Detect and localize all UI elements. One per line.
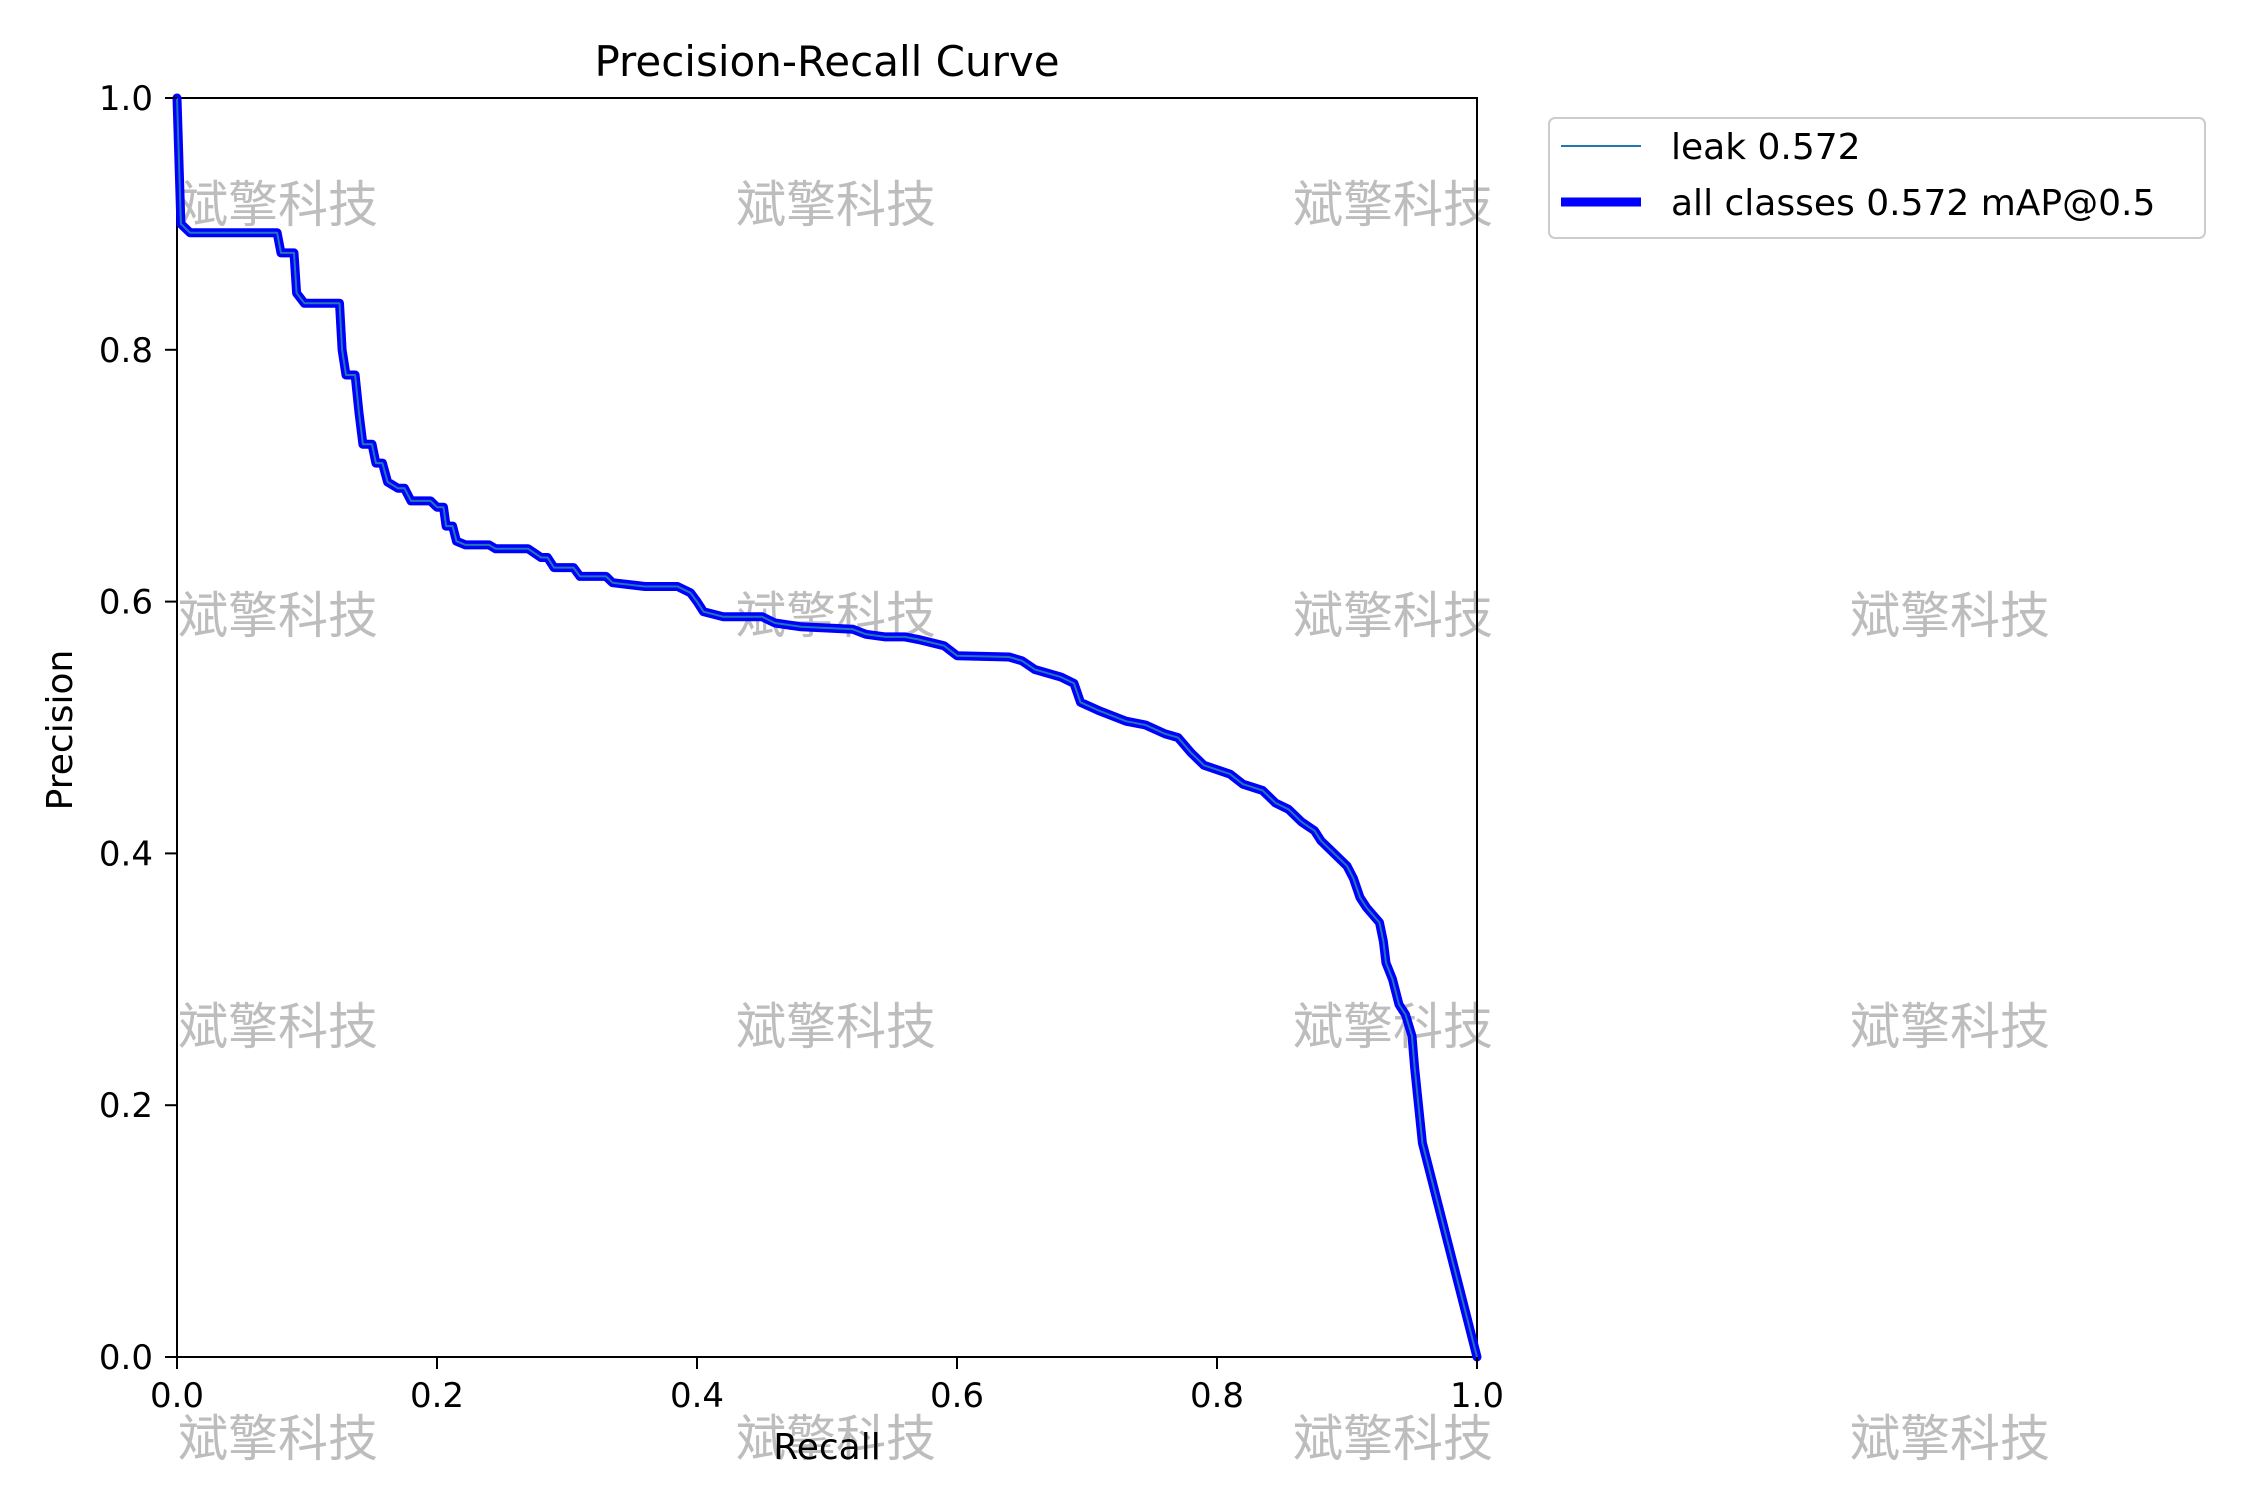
- x-tick-label: 0.6: [930, 1376, 984, 1416]
- x-tick-label: 1.0: [1450, 1376, 1504, 1416]
- y-tick-label: 0.6: [99, 583, 153, 623]
- legend-box: [1548, 117, 2206, 239]
- x-tick-label: 0.4: [670, 1376, 724, 1416]
- watermark-text: 斌擎科技: [1293, 587, 1493, 645]
- watermark-text: 斌擎科技: [736, 998, 936, 1056]
- legend-label-leak: leak 0.572: [1671, 127, 1861, 168]
- x-tick-label: 0.2: [410, 1376, 464, 1416]
- watermark-text: 斌擎科技: [178, 587, 378, 645]
- watermark-text: 斌擎科技: [1850, 587, 2050, 645]
- watermark-text: 斌擎科技: [178, 176, 378, 234]
- chart-title: Precision-Recall Curve: [594, 37, 1059, 86]
- x-tick-label: 0.0: [150, 1376, 204, 1416]
- y-tick-label: 0.0: [99, 1338, 153, 1378]
- legend-label-all-classes: all classes 0.572 mAP@0.5: [1671, 183, 2155, 224]
- watermark-text: 斌擎科技: [178, 1410, 378, 1468]
- series-line-leak: [176, 97, 1478, 1358]
- y-tick-label: 0.4: [99, 834, 153, 874]
- plot-area: [176, 97, 1478, 1358]
- y-tick-label: 1.0: [99, 79, 153, 119]
- legend: leak 0.572 all classes 0.572 mAP@0.5: [1548, 117, 2206, 239]
- y-tick-label: 0.2: [99, 1086, 153, 1126]
- watermark-text: 斌擎科技: [736, 176, 936, 234]
- watermark-text: 斌擎科技: [1293, 1410, 1493, 1468]
- x-axis-label: Recall: [773, 1427, 880, 1468]
- y-axis-label: Precision: [40, 650, 81, 811]
- watermark-text: 斌擎科技: [1293, 176, 1493, 234]
- watermark-text: 斌擎科技: [736, 1410, 936, 1468]
- y-tick-label: 0.8: [99, 331, 153, 371]
- y-axis-ticks: 0.0 0.2 0.4 0.6 0.8 1.0: [99, 79, 177, 1378]
- watermark-text: 斌擎科技: [1850, 998, 2050, 1056]
- series-line-all-classes: [172, 93, 1482, 1362]
- x-tick-label: 0.8: [1190, 1376, 1244, 1416]
- watermark-text: 斌擎科技: [1293, 998, 1493, 1056]
- watermark-text: 斌擎科技: [1850, 1410, 2050, 1468]
- x-axis-ticks: 0.0 0.2 0.4 0.6 0.8 1.0: [150, 1357, 1504, 1416]
- watermark-text: 斌擎科技: [178, 998, 378, 1056]
